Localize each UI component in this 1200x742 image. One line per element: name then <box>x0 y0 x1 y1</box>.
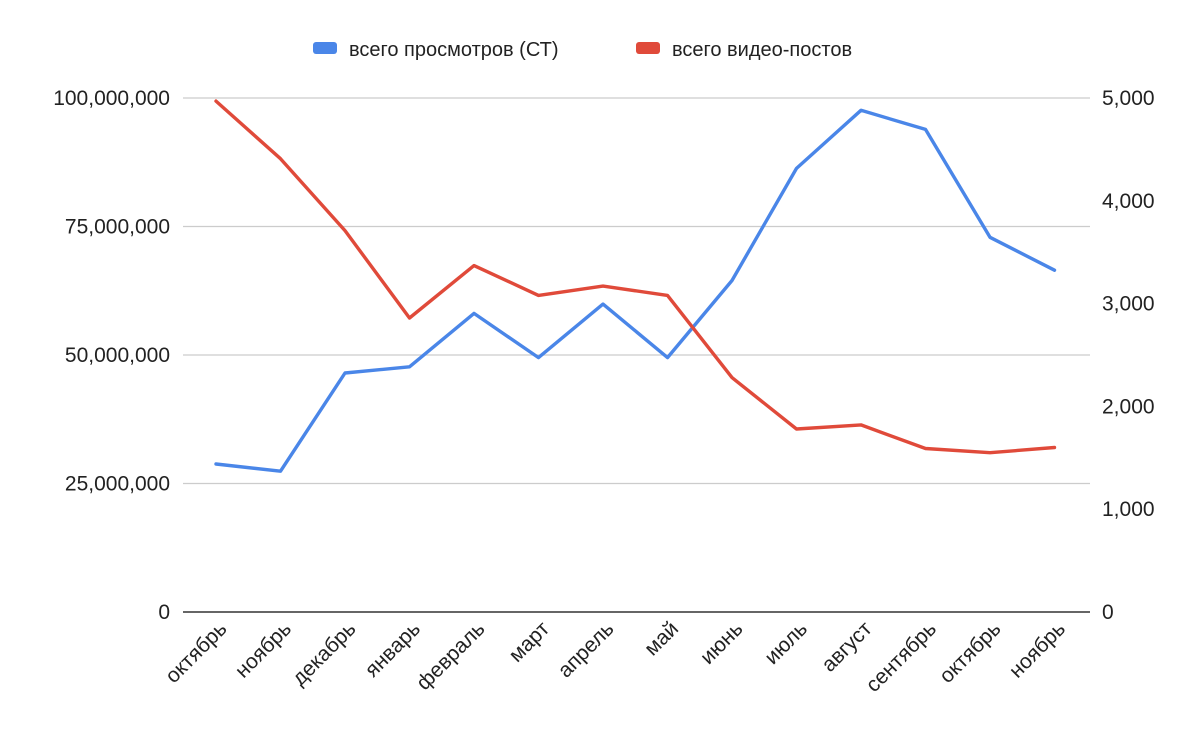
legend-swatch-1 <box>636 42 660 54</box>
y-left-tick-label: 100,000,000 <box>53 87 170 110</box>
y-right-tick-label: 3,000 <box>1102 293 1155 316</box>
y-left-tick-label: 50,000,000 <box>65 344 170 367</box>
y-left-tick-label: 75,000,000 <box>65 216 170 239</box>
x-tick-label-1: ноябрь <box>231 617 296 682</box>
x-tick-label-6: апрель <box>554 617 619 682</box>
y-right-tick-label: 4,000 <box>1102 190 1155 213</box>
legend-label-1: всего видео-постов <box>672 39 852 61</box>
legend: всего просмотров (СТ) всего видео-постов <box>313 39 852 61</box>
series-line-0 <box>214 108 1057 473</box>
legend-label-0: всего просмотров (СТ) <box>349 39 558 61</box>
x-tick-label-4: февраль <box>412 617 490 695</box>
series-layer <box>214 99 1057 473</box>
x-tick-label-0: октябрь <box>161 617 232 688</box>
left-axis: 0 25,000,000 50,000,000 75,000,000 100,000,0… <box>53 87 170 624</box>
grid-layer <box>183 97 1090 613</box>
y-left-tick-label: 25,000,000 <box>65 473 170 496</box>
x-tick-label-10: август <box>817 617 877 677</box>
x-tick-label-8: июнь <box>696 617 748 669</box>
x-tick-label-13: ноябрь <box>1005 617 1070 682</box>
right-axis: 0 1,000 2,000 3,000 4,000 5,000 <box>1102 87 1155 624</box>
x-tick-label-7: май <box>640 617 683 660</box>
x-tick-label-12: октябрь <box>935 617 1006 688</box>
y-right-tick-label: 1,000 <box>1102 498 1155 521</box>
x-tick-label-5: март <box>505 617 555 667</box>
y-left-tick-label: 0 <box>158 601 170 624</box>
series-line-1 <box>214 99 1057 455</box>
legend-swatch-0 <box>313 42 337 54</box>
y-right-tick-label: 0 <box>1102 601 1114 624</box>
x-tick-label-11: сентябрь <box>862 617 942 697</box>
y-right-tick-label: 2,000 <box>1102 395 1155 418</box>
x-tick-label-9: июль <box>760 617 812 669</box>
x-tick-label-2: декабрь <box>288 617 361 690</box>
x-tick-label-3: январь <box>361 617 426 682</box>
y-right-tick-label: 5,000 <box>1102 87 1155 110</box>
